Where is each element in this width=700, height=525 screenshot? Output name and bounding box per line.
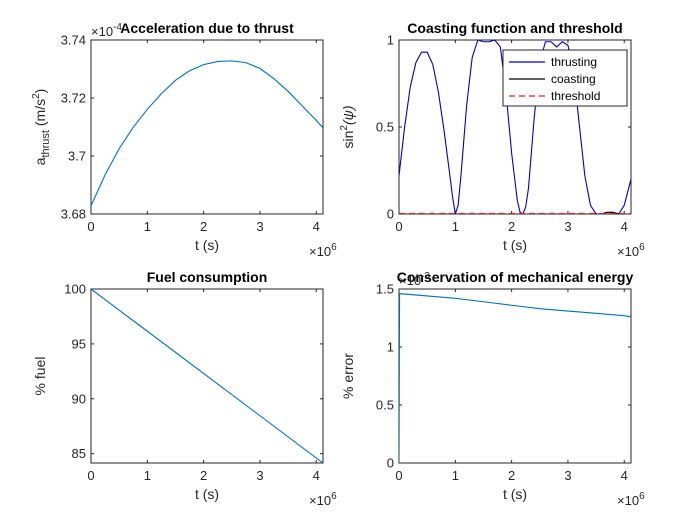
y-exponent-base: ×10 bbox=[91, 24, 113, 39]
x-exponent: ×106 bbox=[309, 242, 337, 259]
x-tick-label: 2 bbox=[200, 468, 207, 483]
y-tick-label: 100 bbox=[64, 282, 86, 297]
x-tick-label: 4 bbox=[621, 468, 628, 483]
series-line-series-1 bbox=[399, 293, 631, 463]
x-exponent: ×106 bbox=[617, 491, 645, 508]
x-exponent-base: ×10 bbox=[617, 493, 639, 508]
y-label-close: ) bbox=[32, 89, 48, 94]
plot-area bbox=[398, 288, 632, 464]
y-tick-label: 3.74 bbox=[61, 33, 86, 48]
y-exponent-power: -4 bbox=[113, 22, 122, 33]
y-label-sup: 2 bbox=[31, 93, 42, 99]
x-tick-label: 1 bbox=[452, 468, 459, 483]
series-group bbox=[399, 293, 631, 463]
y-tick-label: 1 bbox=[387, 33, 394, 48]
legend-label-coasting: coasting bbox=[551, 72, 596, 86]
x-exponent: ×106 bbox=[617, 242, 645, 259]
x-tick-label: 4 bbox=[621, 219, 628, 234]
x-axis-label: t (s) bbox=[503, 486, 527, 502]
y-axis-label: sin2(ψ) bbox=[339, 106, 356, 149]
plot-title: Conservation of mechanical energy bbox=[397, 269, 634, 285]
x-tick-label: 4 bbox=[313, 468, 320, 483]
legend: thrusting coasting threshold bbox=[502, 49, 628, 107]
plot-title: Fuel consumption bbox=[147, 269, 268, 285]
series-group bbox=[91, 289, 323, 463]
x-exponent-base: ×10 bbox=[617, 244, 639, 259]
y-label-sub: thrust bbox=[40, 130, 52, 158]
y-axis-label: athrust (m/s2) bbox=[31, 89, 52, 166]
x-tick-label: 4 bbox=[313, 219, 320, 234]
subplot-3: 0 1 2 3 4 85 90 95 100 Fuel consumption t (s) ×106%… bbox=[32, 269, 337, 508]
x-tick-label: 3 bbox=[564, 219, 571, 234]
y-tick-label: 3.72 bbox=[61, 91, 86, 106]
legend-label-thrusting: thrusting bbox=[551, 55, 597, 69]
x-tick-label: 1 bbox=[452, 219, 459, 234]
x-exponent-power: 6 bbox=[639, 242, 645, 253]
x-tick-label: 2 bbox=[508, 219, 515, 234]
y-label-arg: (ψ) bbox=[340, 106, 356, 126]
x-tick-label: 0 bbox=[87, 468, 94, 483]
y-label-unit: (m/s bbox=[32, 99, 48, 130]
y-exponent: ×10-3 bbox=[399, 271, 430, 288]
y-axis-label: % error bbox=[340, 353, 356, 399]
subplot-1: 0 1 2 3 4 3.68 3.7 3.72 3.74 Acceleration due to … bbox=[31, 20, 337, 259]
y-label-sup: 2 bbox=[339, 125, 350, 131]
x-tick-label: 2 bbox=[508, 468, 515, 483]
x-tick-label: 3 bbox=[256, 468, 263, 483]
x-tick-label: 0 bbox=[395, 219, 402, 234]
y-label-base: a bbox=[32, 157, 48, 165]
legend-label-threshold: threshold bbox=[551, 89, 600, 103]
x-exponent-power: 6 bbox=[331, 491, 337, 502]
x-axis-label: t (s) bbox=[503, 237, 527, 253]
x-tick-label: 0 bbox=[87, 219, 94, 234]
x-tick-label: 1 bbox=[144, 468, 151, 483]
y-tick-label: 95 bbox=[72, 336, 86, 351]
y-tick-label: 0.5 bbox=[376, 120, 394, 135]
y-exponent: ×10-4 bbox=[91, 22, 122, 39]
y-exponent-base: ×10 bbox=[399, 273, 421, 288]
series-group bbox=[91, 60, 323, 207]
x-tick-label: 1 bbox=[144, 219, 151, 234]
x-tick-label: 0 bbox=[395, 468, 402, 483]
series-group bbox=[399, 40, 631, 214]
x-exponent-power: 6 bbox=[331, 242, 337, 253]
subplot-2: 0 1 2 3 4 0 0.5 1 Coasting function and threshol… bbox=[339, 20, 645, 259]
x-exponent-power: 6 bbox=[639, 491, 645, 502]
x-tick-label: 3 bbox=[256, 219, 263, 234]
series-line-thrusting bbox=[399, 40, 631, 214]
y-label-base: sin bbox=[340, 131, 356, 149]
y-tick-label: 0 bbox=[387, 207, 394, 222]
plot-title: Acceleration due to thrust bbox=[120, 20, 294, 36]
x-exponent: ×106 bbox=[309, 491, 337, 508]
y-exponent-power: -3 bbox=[421, 271, 430, 282]
x-tick-label: 2 bbox=[200, 219, 207, 234]
legend-box bbox=[502, 49, 628, 107]
x-axis-label: t (s) bbox=[195, 237, 219, 253]
plot-area bbox=[90, 39, 324, 215]
series-line-series-1 bbox=[91, 289, 323, 463]
series-line-coasting bbox=[594, 211, 622, 214]
y-tick-label: 0.5 bbox=[376, 398, 394, 413]
y-tick-label: 85 bbox=[72, 446, 86, 461]
y-tick-label: 0 bbox=[387, 456, 394, 471]
plot-title: Coasting function and threshold bbox=[407, 20, 622, 36]
x-exponent-base: ×10 bbox=[309, 493, 331, 508]
y-axis-label: % fuel bbox=[32, 357, 48, 396]
x-axis-label: t (s) bbox=[195, 486, 219, 502]
x-tick-label: 3 bbox=[564, 468, 571, 483]
y-tick-label: 3.68 bbox=[61, 207, 86, 222]
y-tick-label: 90 bbox=[72, 391, 86, 406]
y-tick-label: 1.5 bbox=[376, 282, 394, 297]
x-exponent-base: ×10 bbox=[309, 244, 331, 259]
series-line-series-1 bbox=[91, 60, 323, 207]
y-tick-label: 3.7 bbox=[68, 149, 86, 164]
y-tick-label: 1 bbox=[387, 340, 394, 355]
